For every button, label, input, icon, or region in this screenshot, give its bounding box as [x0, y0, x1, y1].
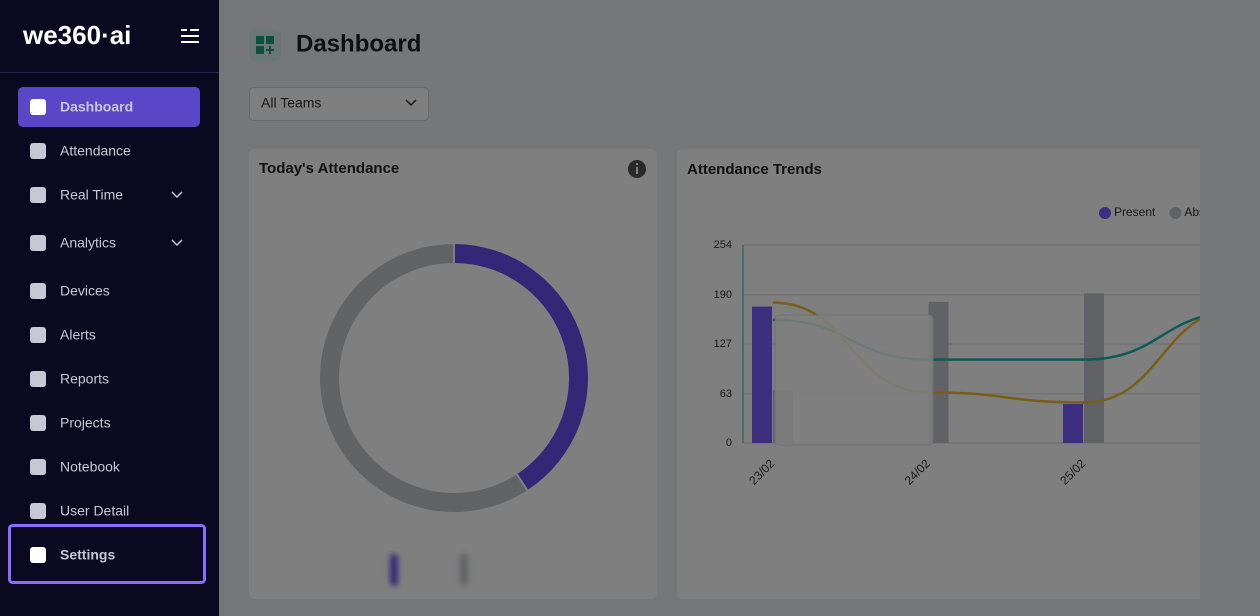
nav-item[interactable]: Attendance: [60, 143, 131, 159]
nav-icon: [30, 143, 46, 159]
nav-icon: [30, 99, 46, 115]
nav-item[interactable]: Real Time: [60, 187, 123, 203]
nav-chevron: [171, 239, 183, 247]
nav-chevron: [171, 191, 183, 199]
nav-icon: [30, 235, 46, 251]
logo: we360·ai: [22, 20, 131, 50]
nav-item[interactable]: Alerts: [60, 327, 96, 343]
nav-icon: [30, 503, 46, 519]
nav-item[interactable]: Devices: [60, 283, 110, 299]
nav-active-bg: [18, 87, 200, 127]
nav-item[interactable]: Settings: [60, 547, 115, 563]
nav-icon: [30, 371, 46, 387]
nav-item[interactable]: Dashboard: [60, 99, 133, 115]
nav-item[interactable]: Reports: [60, 371, 109, 387]
collapse-toggle[interactable]: [181, 29, 199, 43]
nav-icon: [30, 327, 46, 343]
nav-item[interactable]: Notebook: [60, 459, 121, 475]
nav-icon: [30, 283, 46, 299]
nav-item[interactable]: User Detail: [60, 503, 129, 519]
nav-icon: [30, 459, 46, 475]
spotlight: [8, 524, 206, 584]
nav-item[interactable]: Projects: [60, 415, 111, 431]
nav-icon: [30, 415, 46, 431]
nav-icon: [30, 547, 46, 563]
nav-item[interactable]: Analytics: [60, 235, 116, 251]
nav-icon: [30, 187, 46, 203]
overlay: [219, 0, 1260, 616]
